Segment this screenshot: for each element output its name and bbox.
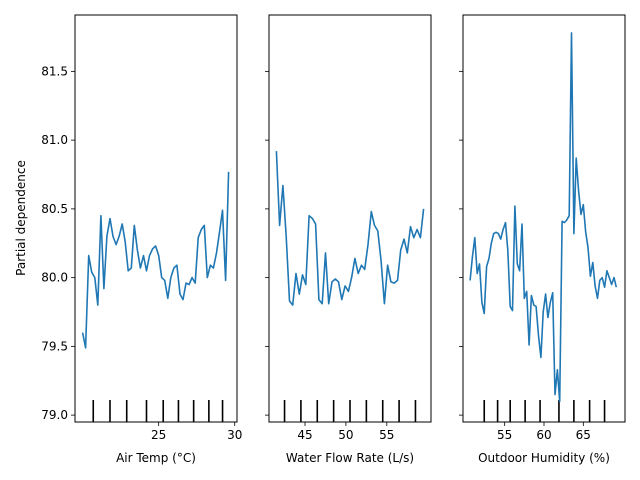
x-tick-label: 30	[227, 428, 242, 442]
x-tick-label: 45	[297, 428, 312, 442]
decile-marks	[92, 400, 224, 422]
y-axis-label: Partial dependence	[14, 160, 28, 276]
x-tick-label: 50	[338, 428, 353, 442]
y-tick-label: 79.5	[41, 339, 68, 353]
x-tick-label: 55	[497, 428, 512, 442]
pd-line-water-flow-rate	[275, 151, 425, 306]
pd-line-outdoor-humidity	[469, 32, 618, 403]
y-tick-label: 81.0	[41, 133, 68, 147]
x-tick-label: 60	[536, 428, 551, 442]
x-axis-label-outdoor-humidity: Outdoor Humidity (%)	[478, 451, 610, 465]
panel-air-temp: Air Temp (°C) 25 30 79.0 79.5 80.0 80.5 81.0 81…	[41, 14, 242, 465]
x-axis-label-air-temp: Air Temp (°C)	[116, 451, 196, 465]
plot-frame	[268, 14, 432, 423]
pd-line-air-temp	[81, 171, 230, 349]
y-tick-label: 79.0	[41, 408, 68, 422]
x-tick-label: 65	[576, 428, 591, 442]
plot-frame	[462, 14, 626, 423]
y-tick-label: 80.0	[41, 271, 68, 285]
x-tick-label: 25	[151, 428, 166, 442]
panel-outdoor-humidity: Outdoor Humidity (%) 55 60 65	[459, 14, 626, 465]
y-tick-label: 81.5	[41, 64, 68, 78]
y-tick-label: 80.5	[41, 202, 68, 216]
decile-marks	[283, 400, 417, 422]
plot-frame	[74, 14, 238, 423]
panel-water-flow-rate: Water Flow Rate (L/s) 45 50 55	[265, 14, 432, 465]
decile-marks	[483, 400, 606, 422]
x-tick-label: 55	[379, 428, 394, 442]
x-axis-label-water-flow-rate: Water Flow Rate (L/s)	[286, 451, 414, 465]
